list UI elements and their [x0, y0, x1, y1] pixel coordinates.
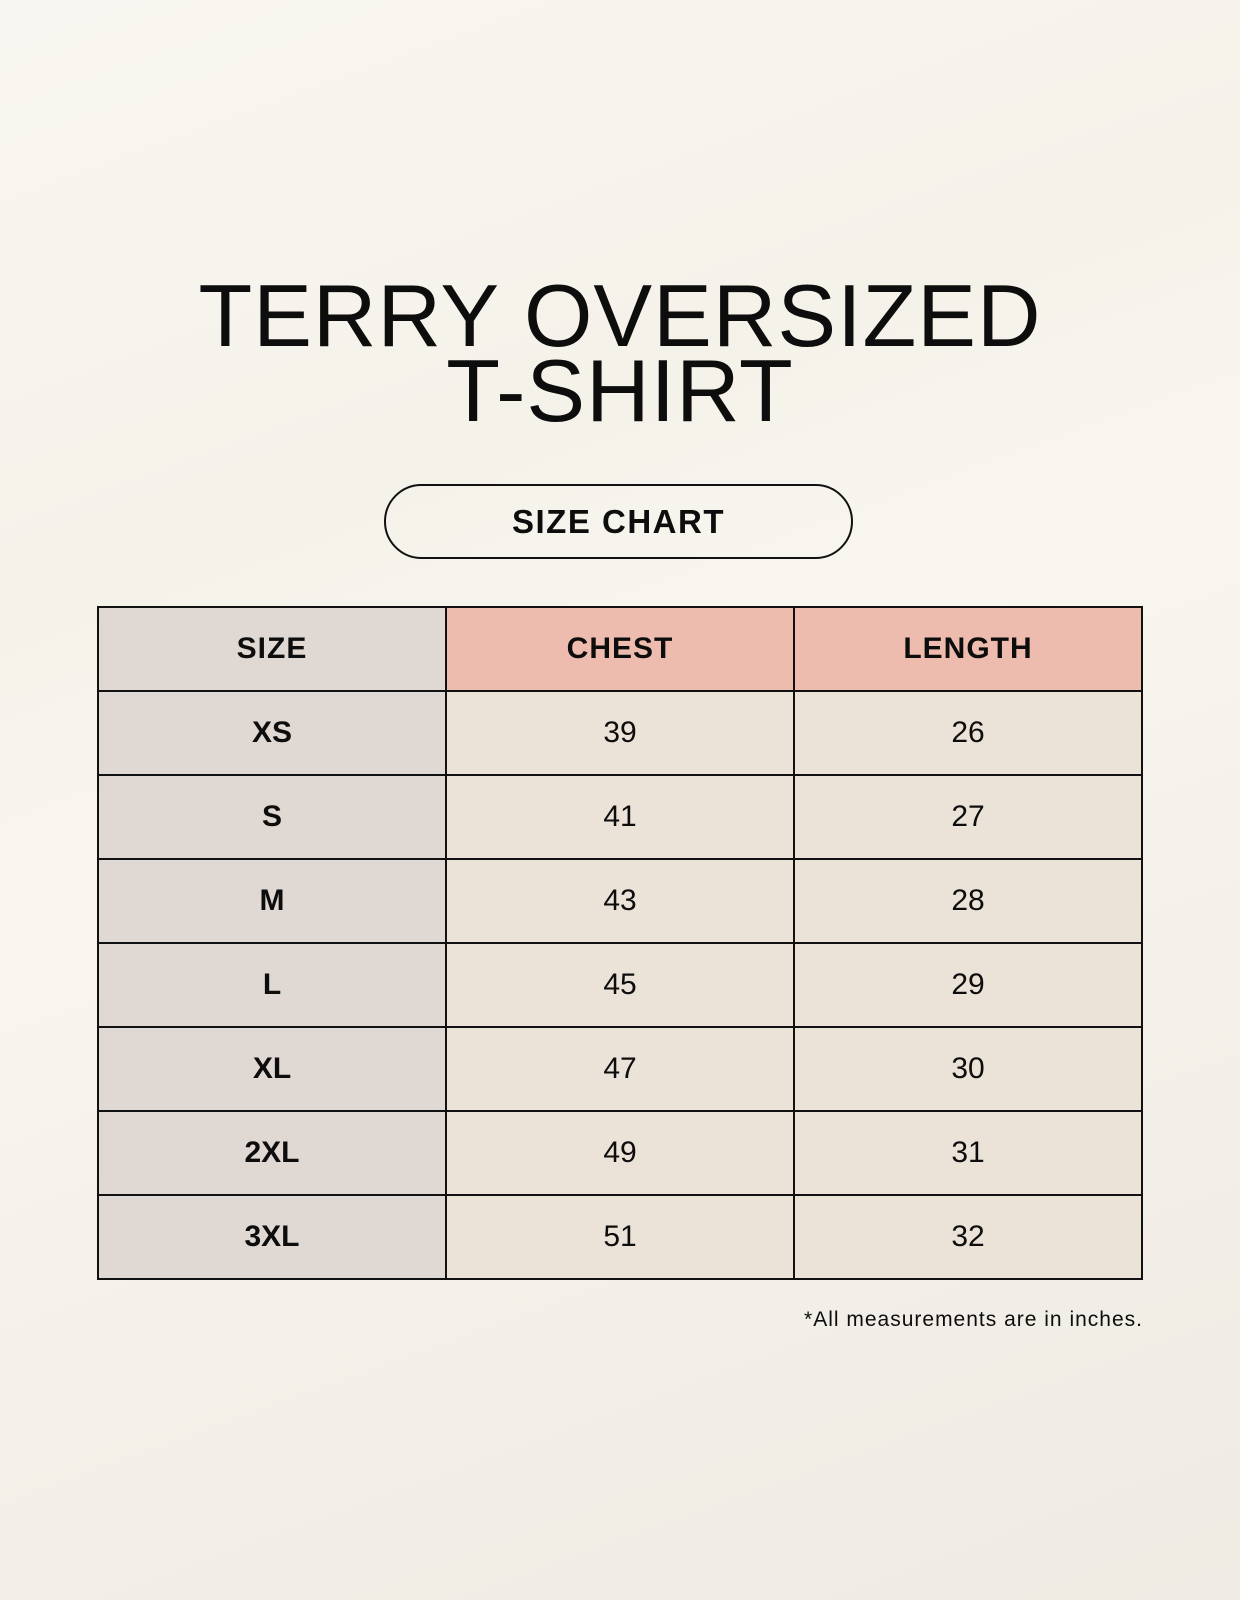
header-length: LENGTH — [793, 606, 1143, 692]
cell-chest: 39 — [445, 690, 795, 776]
cell-length: 26 — [793, 690, 1143, 776]
cell-size: 3XL — [97, 1194, 447, 1280]
header-row: SIZE CHEST LENGTH — [97, 606, 1143, 692]
cell-chest: 47 — [445, 1026, 795, 1112]
cell-length: 31 — [793, 1110, 1143, 1196]
table-row: S 41 27 — [97, 774, 1143, 860]
cell-size: S — [97, 774, 447, 860]
cell-size: XL — [97, 1026, 447, 1112]
size-chart-badge: SIZE CHART — [384, 484, 853, 559]
size-table: SIZE CHEST LENGTH XS 39 26 S 41 27 M 43 28 L 45 29 X… — [97, 606, 1143, 1280]
title-line-2: T-SHIRT — [446, 341, 794, 440]
cell-chest: 43 — [445, 858, 795, 944]
table-row: XS 39 26 — [97, 690, 1143, 776]
cell-chest: 51 — [445, 1194, 795, 1280]
title-line-1: TERRY OVERSIZED — [198, 266, 1042, 365]
footnote: *All measurements are in inches. — [804, 1308, 1143, 1331]
table-row: M 43 28 — [97, 858, 1143, 944]
cell-size: XS — [97, 690, 447, 776]
cell-chest: 41 — [445, 774, 795, 860]
table-row: 3XL 51 32 — [97, 1194, 1143, 1280]
cell-length: 27 — [793, 774, 1143, 860]
cell-size: M — [97, 858, 447, 944]
page-title: TERRY OVERSIZED T-SHIRT — [0, 266, 1240, 440]
table-row: L 45 29 — [97, 942, 1143, 1028]
cell-length: 30 — [793, 1026, 1143, 1112]
cell-chest: 45 — [445, 942, 795, 1028]
cell-chest: 49 — [445, 1110, 795, 1196]
header-size: SIZE — [97, 606, 447, 692]
cell-length: 28 — [793, 858, 1143, 944]
cell-length: 29 — [793, 942, 1143, 1028]
table-row: XL 47 30 — [97, 1026, 1143, 1112]
cell-length: 32 — [793, 1194, 1143, 1280]
cell-size: L — [97, 942, 447, 1028]
table-row: 2XL 49 31 — [97, 1110, 1143, 1196]
cell-size: 2XL — [97, 1110, 447, 1196]
header-chest: CHEST — [445, 606, 795, 692]
